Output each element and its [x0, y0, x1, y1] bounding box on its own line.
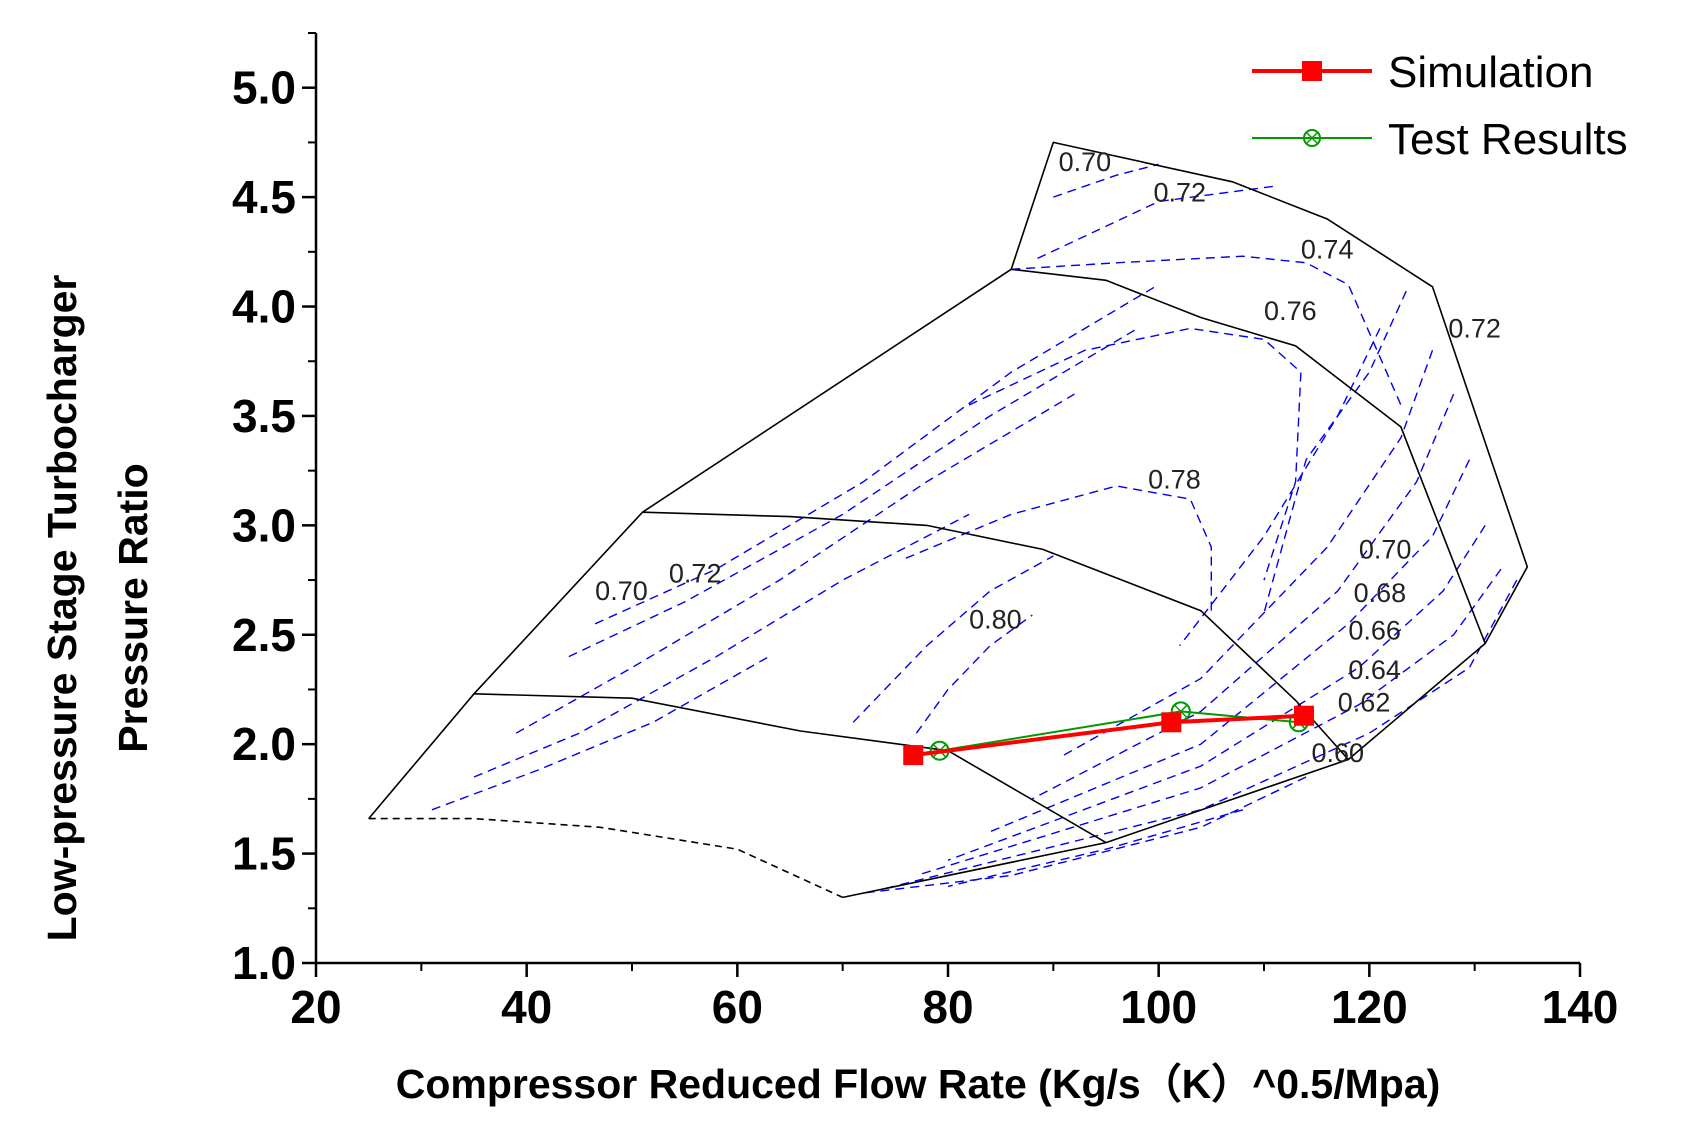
efficiency-label-0.60: 0.60 [1311, 738, 1364, 768]
surge-line-dashed [368, 817, 844, 899]
efficiency-label-0.78: 0.78 [1148, 464, 1201, 494]
efficiency-contour-17 [947, 525, 1486, 861]
legend: Simulation Test Results [1252, 48, 1628, 164]
simulation-point-1 [1161, 712, 1182, 733]
simulation-point-0 [903, 745, 924, 766]
simulation-point-2 [1294, 705, 1315, 726]
speed-line-1 [642, 511, 1349, 761]
efficiency-contour-20 [863, 776, 1307, 894]
efficiency-contour-12 [1263, 290, 1407, 614]
axes: 20 40 60 80 100 120 140 1.0 1.5 2.0 2.5 3.0 3.5 4.0 4.… [232, 32, 1619, 1033]
efficiency-label-0.62: 0.62 [1338, 688, 1391, 718]
series-layer [903, 701, 1315, 766]
efficiency-contour-8 [568, 327, 1138, 658]
efficiency-label-0.64: 0.64 [1348, 655, 1401, 685]
x-tick-label-40: 40 [501, 981, 552, 1033]
efficiency-contour-3 [968, 327, 1302, 581]
y-axis-title-line1: Low-pressure Stage Turbocharger [39, 275, 85, 942]
efficiency-label-0.70: 0.70 [1059, 147, 1112, 177]
efficiency-contour-1 [1037, 185, 1275, 260]
y-tick-label-1.5: 1.5 [232, 828, 296, 880]
efficiency-label-0.68: 0.68 [1354, 578, 1407, 608]
efficiency-labels: 0.70 0.72 0.74 0.76 0.72 0.78 0.70 0.68 0.66 0.64… [595, 147, 1501, 768]
legend-test-marker-x2 [1305, 131, 1319, 145]
efficiency-contour-11 [431, 655, 770, 811]
legend-item-test-results: Test Results [1252, 115, 1628, 164]
y-axis-title-line2: Pressure Ratio [110, 463, 156, 752]
legend-test-results-label: Test Results [1388, 115, 1628, 164]
efficiency-contour-14 [1063, 350, 1434, 756]
efficiency-contour-4 [905, 485, 1213, 613]
contour-layer [431, 163, 1518, 894]
x-tick-label-20: 20 [290, 981, 341, 1033]
efficiency-label-0.72: 0.72 [1153, 178, 1206, 208]
efficiency-contour-10 [473, 513, 970, 778]
x-tick-label-80: 80 [922, 981, 973, 1033]
y-tick-label-2.5: 2.5 [232, 609, 296, 661]
x-tick-label-100: 100 [1120, 981, 1197, 1033]
legend-simulation-marker [1302, 61, 1322, 81]
legend-test-marker [1303, 129, 1321, 147]
map-boundary [368, 141, 1529, 899]
speed-line-2 [1011, 268, 1486, 644]
efficiency-contour-16 [989, 459, 1471, 833]
efficiency-contour-15 [1031, 393, 1455, 800]
x-axis-title: Compressor Reduced Flow Rate (Kg/s（K）^0.… [396, 1061, 1441, 1107]
efficiency-contour-5 [852, 555, 1054, 723]
efficiency-contour-6 [915, 614, 1033, 734]
efficiency-contour-18 [916, 568, 1502, 877]
y-tick-label-3.5: 3.5 [232, 390, 296, 442]
legend-item-simulation: Simulation [1252, 48, 1593, 97]
series-simulation-line [912, 713, 1305, 758]
efficiency-contour-7 [594, 283, 1160, 625]
efficiency-label-0.72: 0.72 [669, 558, 722, 588]
efficiency-contour-13 [1179, 328, 1381, 647]
efficiency-label-0.70: 0.70 [1359, 534, 1412, 564]
x-tick-label-140: 140 [1542, 981, 1619, 1033]
efficiency-contour-9 [515, 393, 1075, 734]
y-tick-label-2.0: 2.0 [232, 718, 296, 770]
y-tick-label-4.0: 4.0 [232, 281, 296, 333]
efficiency-contour-21 [947, 809, 1244, 888]
legend-simulation-label: Simulation [1388, 48, 1593, 97]
y-tick-label-1.0: 1.0 [232, 937, 296, 989]
efficiency-label-0.66: 0.66 [1348, 615, 1401, 645]
efficiency-contour-0 [1053, 163, 1159, 198]
efficiency-label-0.76: 0.76 [1264, 296, 1317, 326]
map-outer-boundary [368, 141, 1529, 899]
x-tick-label-120: 120 [1331, 981, 1408, 1033]
y-tick-label-5.0: 5.0 [232, 62, 296, 114]
y-tick-label-3.0: 3.0 [232, 499, 296, 551]
efficiency-label-0.70: 0.70 [595, 576, 648, 606]
x-tick-label-60: 60 [712, 981, 763, 1033]
efficiency-label-0.80: 0.80 [969, 604, 1022, 634]
efficiency-label-0.72: 0.72 [1448, 313, 1501, 343]
y-tick-label-4.5: 4.5 [232, 171, 296, 223]
speed-line-0 [473, 693, 1107, 844]
efficiency-contour-2 [1011, 255, 1402, 406]
efficiency-label-0.74: 0.74 [1301, 235, 1354, 265]
